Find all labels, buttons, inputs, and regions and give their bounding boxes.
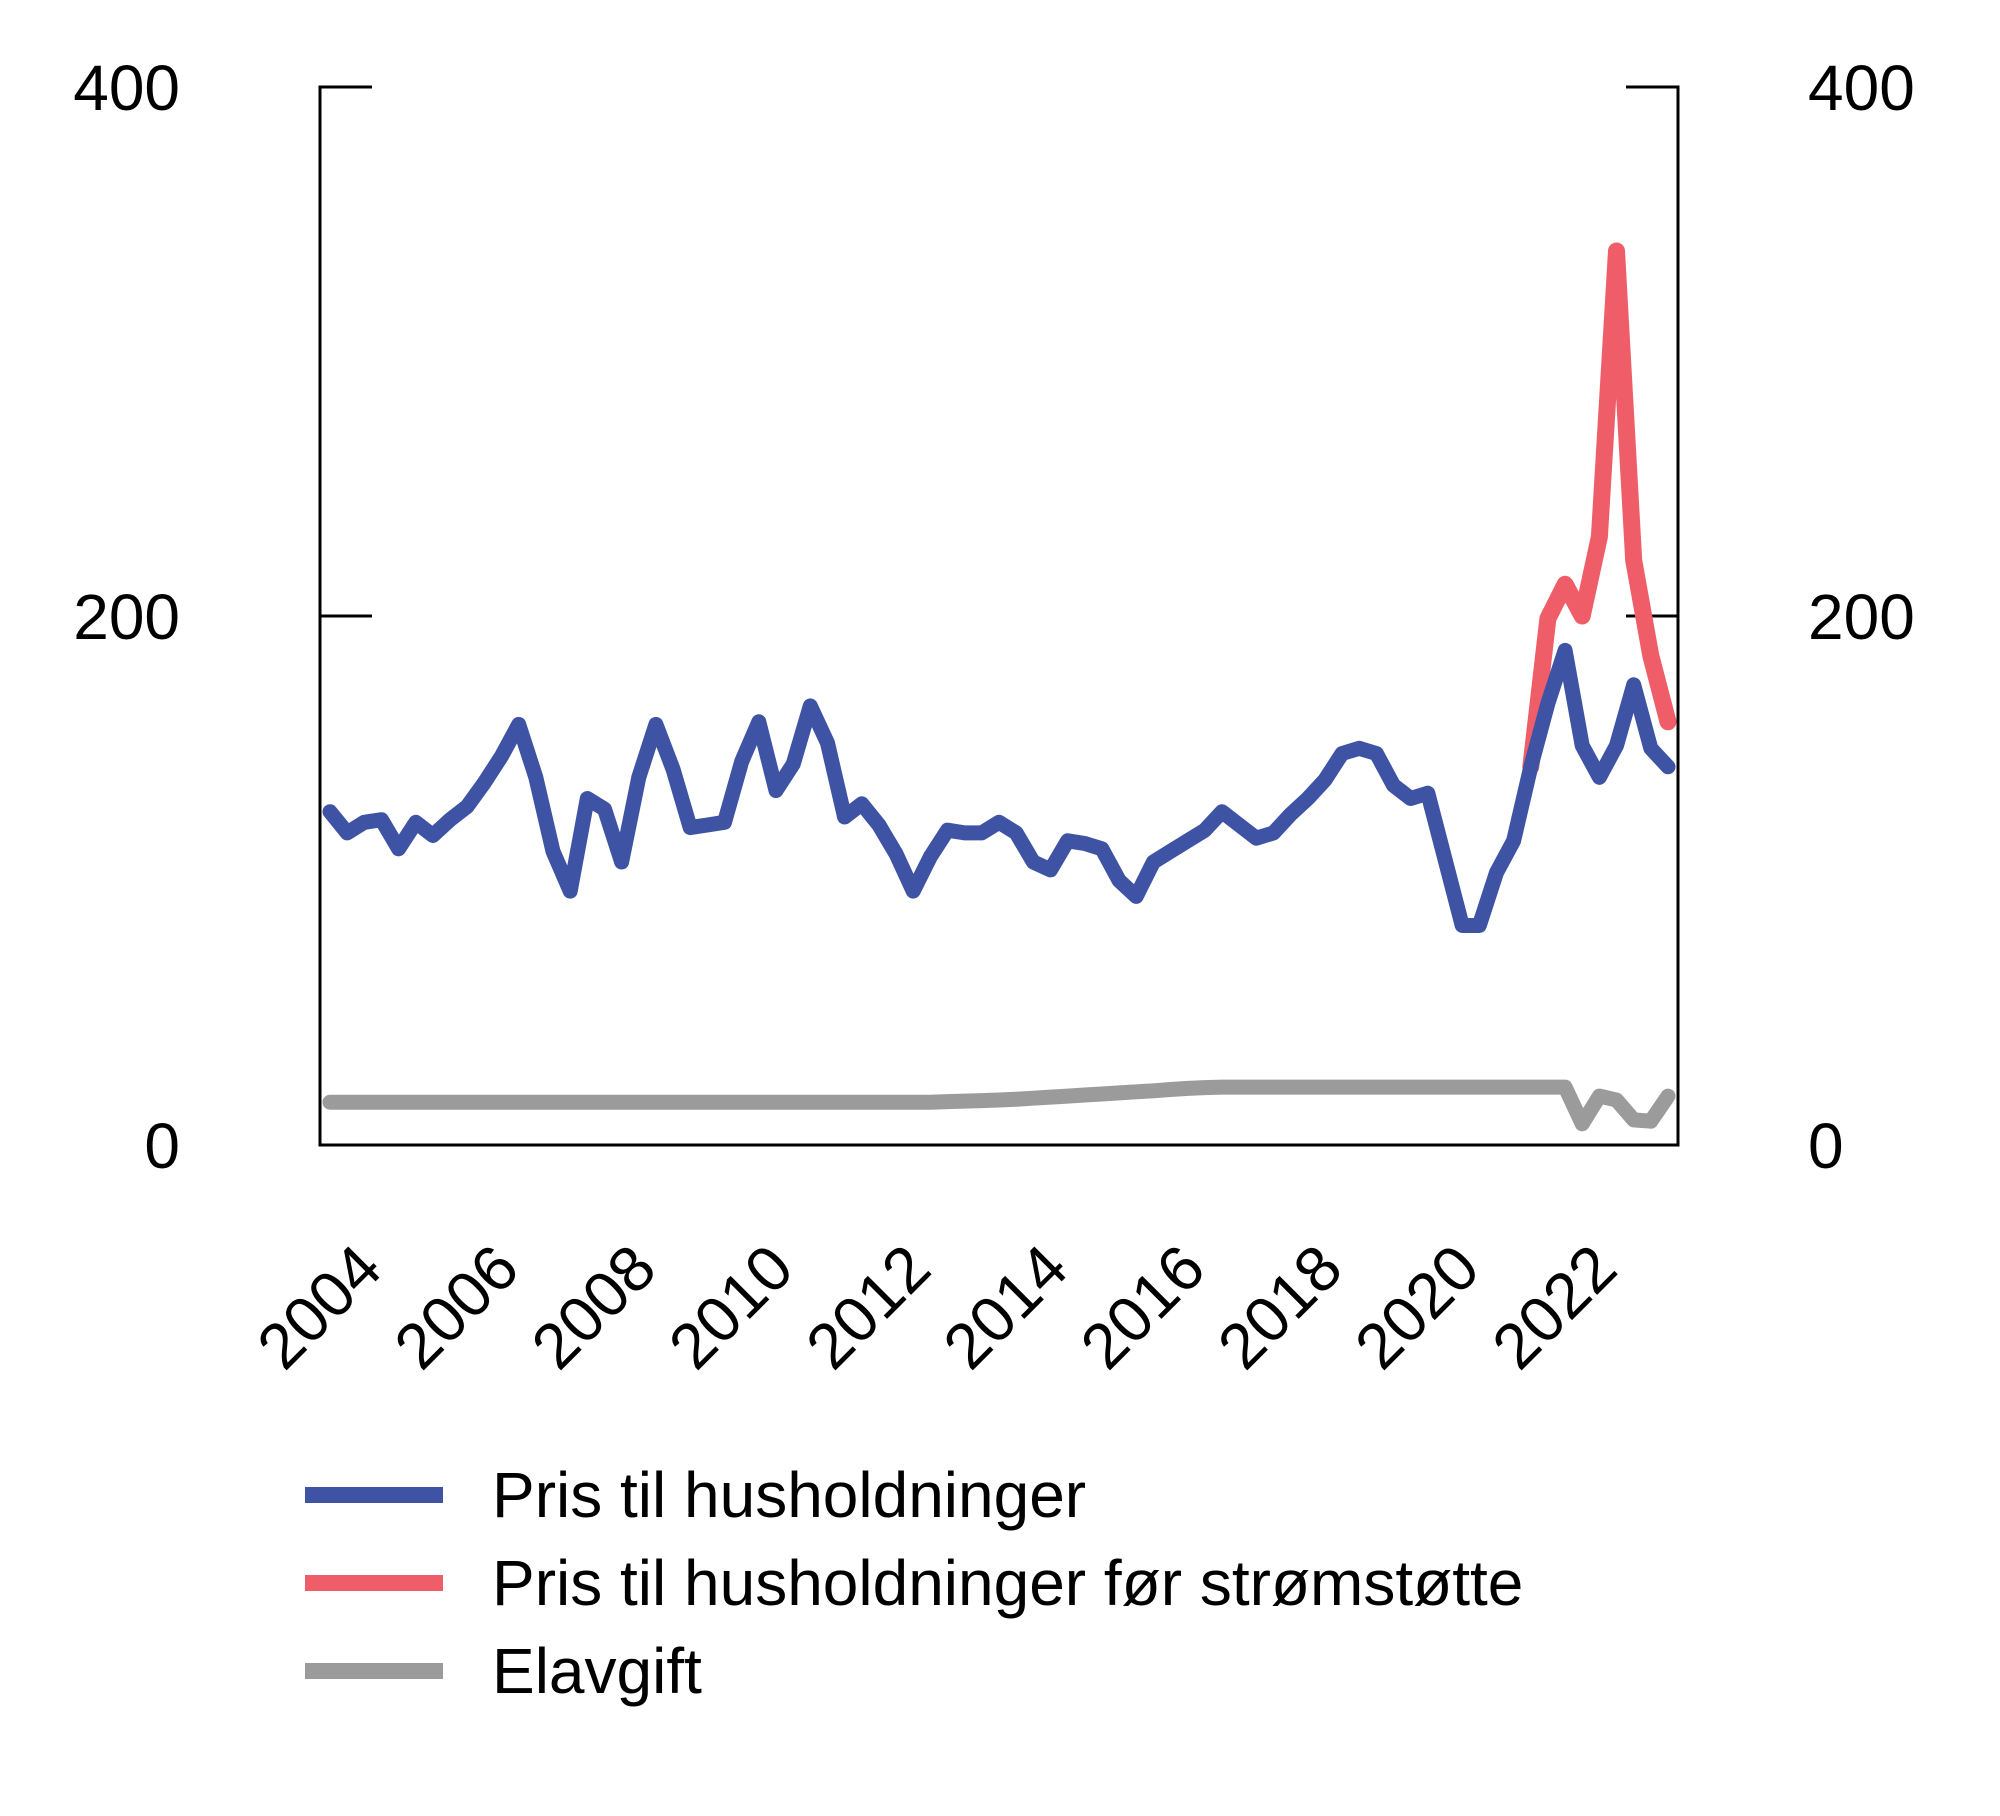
y-tick-label-left-0: 0 — [144, 1110, 180, 1182]
series-line-pris-til-husholdninger-f-r-str-mst-tte — [1522, 242, 1677, 776]
x-tick-label-2022: 2022 — [1478, 1231, 1630, 1383]
series-line-elavgift — [322, 1079, 1676, 1132]
legend-item-elavgift: Elavgift — [305, 1627, 1523, 1715]
x-tick-label-2018: 2018 — [1204, 1231, 1356, 1383]
x-tick-label-2014: 2014 — [929, 1231, 1081, 1383]
legend-item-pris-til-husholdninger: Pris til husholdninger — [305, 1451, 1523, 1539]
legend-swatch-red-line — [305, 1575, 443, 1591]
y-tick-label-left-400: 400 — [73, 52, 180, 124]
legend-swatch-gray-line — [305, 1663, 443, 1679]
legend: Pris til husholdninger Pris til husholdn… — [305, 1451, 1523, 1715]
legend-item-pris-foer-stroemstoette: Pris til husholdninger før strømstøtte — [305, 1539, 1523, 1627]
legend-label: Elavgift — [492, 1635, 702, 1707]
series-line-pris-til-husholdninger — [322, 642, 1676, 933]
x-tick-label-2006: 2006 — [381, 1231, 533, 1383]
legend-swatch-blue-line — [305, 1487, 443, 1503]
x-tick-label-2012: 2012 — [792, 1231, 944, 1383]
legend-label: Pris til husholdninger — [492, 1459, 1087, 1531]
y-tick-label-right-0: 0 — [1808, 1110, 1844, 1182]
x-tick-label-2016: 2016 — [1067, 1231, 1219, 1383]
x-tick-label-2008: 2008 — [518, 1231, 670, 1383]
y-tick-label-right-400: 400 — [1808, 52, 1915, 124]
y-tick-label-left-200: 200 — [73, 581, 180, 653]
legend-label: Pris til husholdninger før strømstøtte — [492, 1547, 1524, 1619]
y-tick-label-right-200: 200 — [1808, 581, 1915, 653]
x-tick-label-2020: 2020 — [1341, 1231, 1493, 1383]
x-tick-label-2010: 2010 — [655, 1231, 807, 1383]
x-tick-label-2004: 2004 — [243, 1231, 395, 1383]
